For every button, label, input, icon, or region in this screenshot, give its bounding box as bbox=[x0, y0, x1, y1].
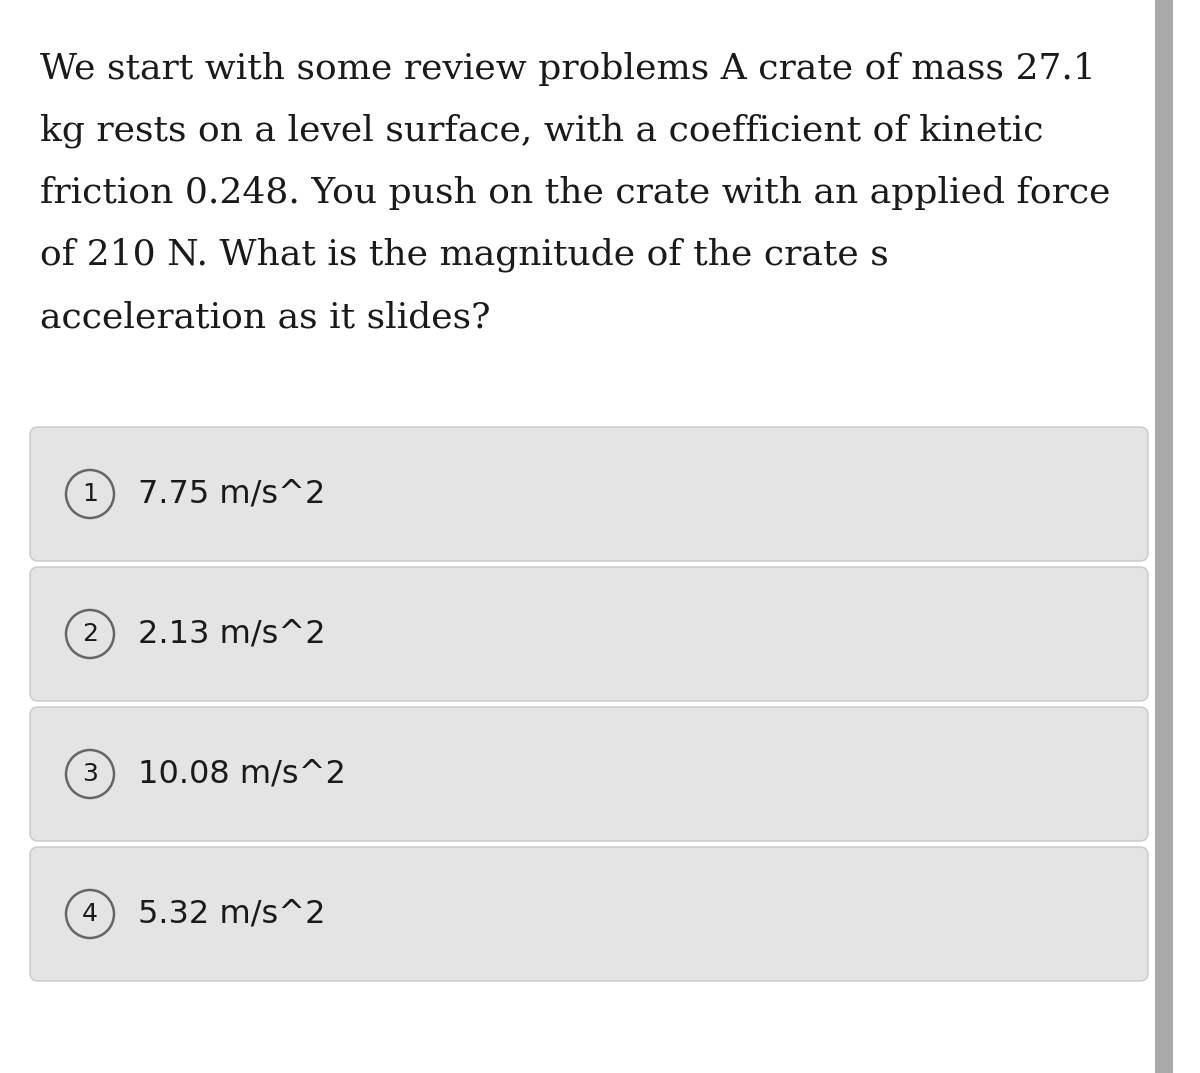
Circle shape bbox=[66, 609, 114, 658]
Text: We start with some review problems A crate of mass 27.1: We start with some review problems A cra… bbox=[40, 52, 1096, 86]
Circle shape bbox=[66, 750, 114, 798]
Circle shape bbox=[66, 890, 114, 938]
Text: kg rests on a level surface, with a coefficient of kinetic: kg rests on a level surface, with a coef… bbox=[40, 114, 1044, 148]
Text: acceleration as it slides?: acceleration as it slides? bbox=[40, 300, 491, 334]
Text: friction 0.248. You push on the crate with an applied force: friction 0.248. You push on the crate wi… bbox=[40, 176, 1110, 210]
Text: 5.32 m/s^2: 5.32 m/s^2 bbox=[138, 898, 325, 929]
Text: 3: 3 bbox=[82, 762, 98, 787]
Text: 4: 4 bbox=[82, 902, 98, 926]
Text: 7.75 m/s^2: 7.75 m/s^2 bbox=[138, 479, 325, 510]
FancyBboxPatch shape bbox=[30, 707, 1148, 841]
FancyBboxPatch shape bbox=[30, 847, 1148, 981]
Text: 2: 2 bbox=[82, 622, 98, 646]
Circle shape bbox=[66, 470, 114, 518]
FancyBboxPatch shape bbox=[1154, 0, 1174, 1073]
FancyBboxPatch shape bbox=[30, 567, 1148, 701]
Text: 1: 1 bbox=[82, 482, 98, 506]
Text: 2.13 m/s^2: 2.13 m/s^2 bbox=[138, 618, 325, 649]
FancyBboxPatch shape bbox=[30, 427, 1148, 561]
Text: 10.08 m/s^2: 10.08 m/s^2 bbox=[138, 759, 346, 790]
Text: of 210 N. What is the magnitude of the crate s: of 210 N. What is the magnitude of the c… bbox=[40, 238, 889, 273]
